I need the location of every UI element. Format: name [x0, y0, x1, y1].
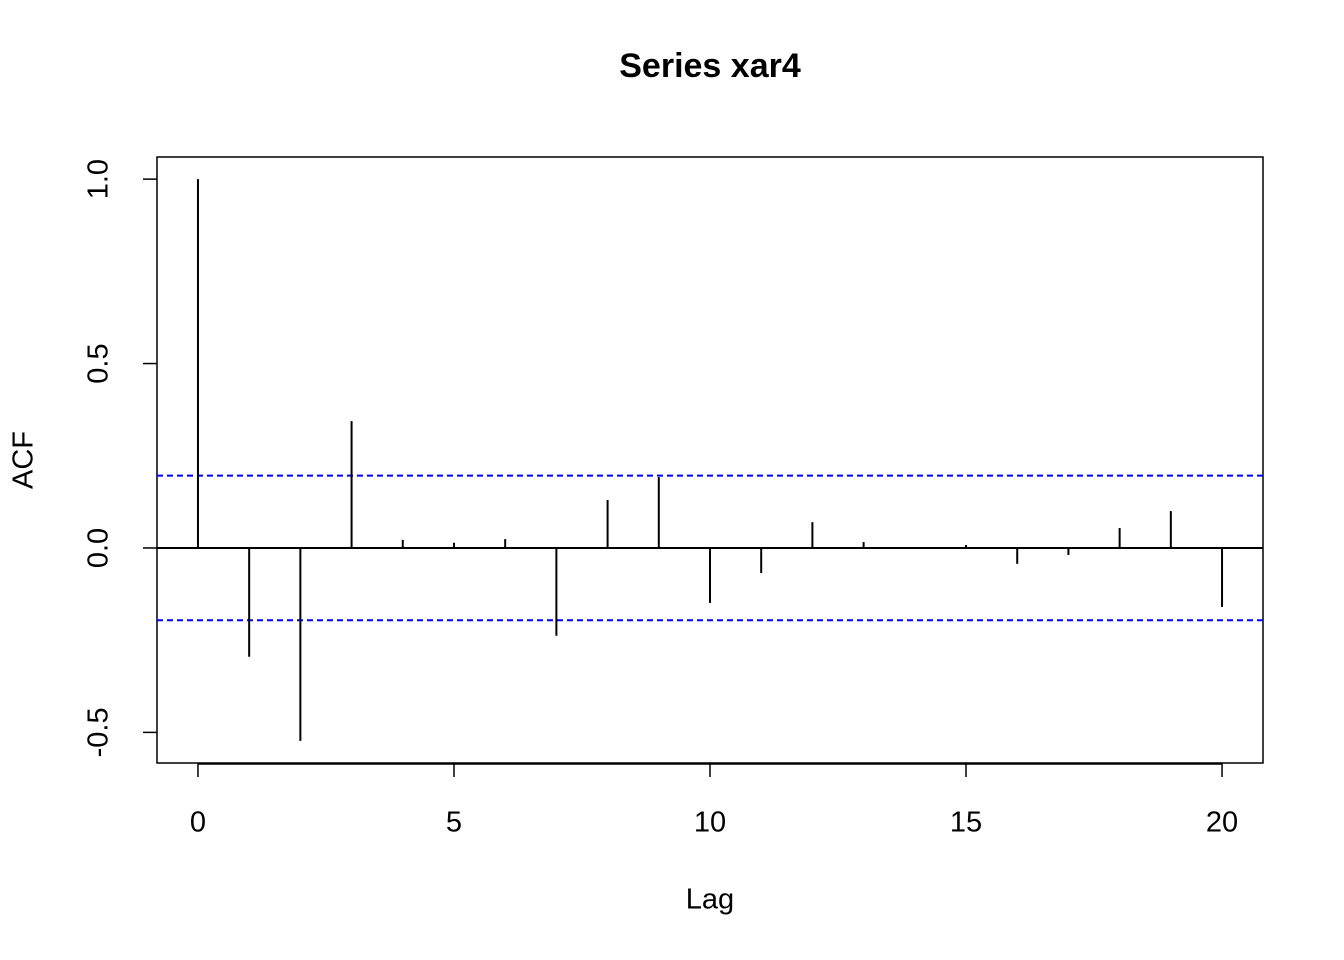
y-axis-label: ACF [8, 431, 40, 489]
y-tick-label: 0.5 [83, 343, 115, 383]
plot-frame [156, 156, 1264, 764]
x-tick-label: 0 [190, 807, 206, 839]
y-tick-label: -0.5 [83, 707, 115, 757]
x-tick-label: 5 [446, 807, 462, 839]
y-tick-label: 0.0 [83, 528, 115, 568]
x-axis-label: Lag [686, 884, 734, 916]
y-tick-label: 1.0 [83, 159, 115, 199]
x-tick-label: 15 [950, 807, 982, 839]
x-tick-label: 10 [694, 807, 726, 839]
x-tick-label: 20 [1206, 807, 1238, 839]
chart-title: Series xar4 [619, 47, 801, 85]
